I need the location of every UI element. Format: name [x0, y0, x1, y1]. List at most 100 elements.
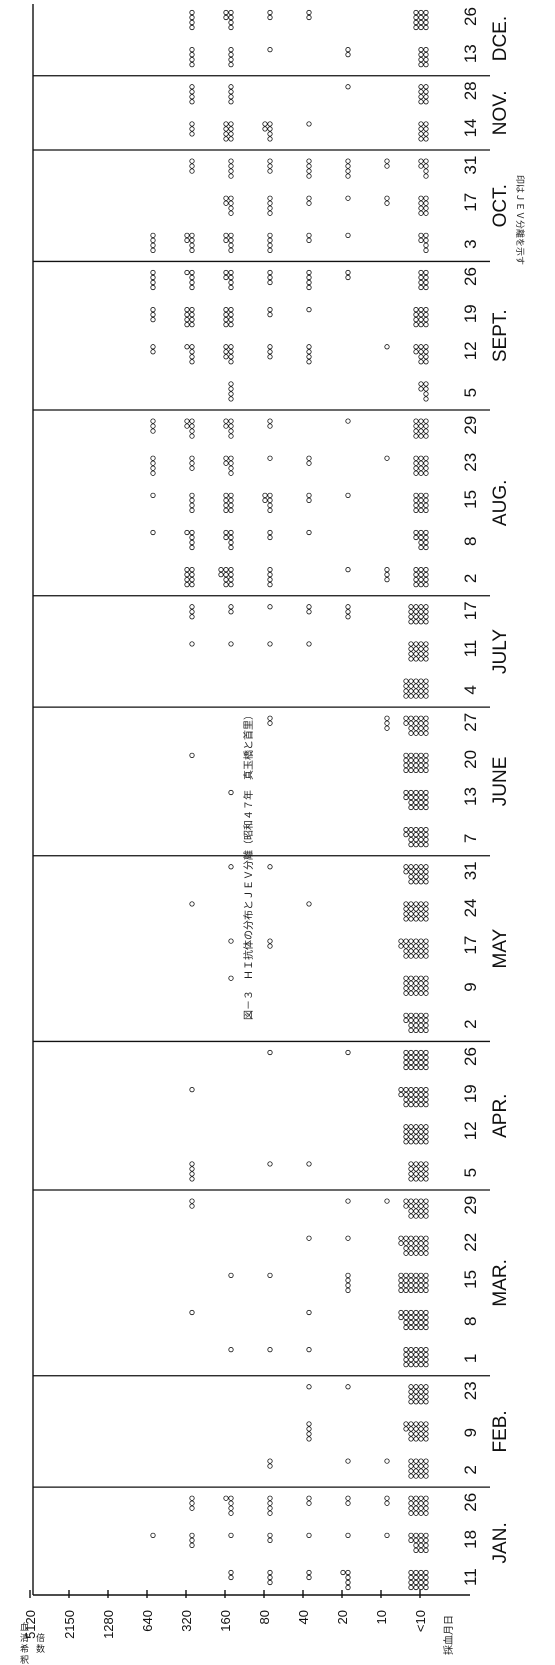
titer-dot: [413, 604, 419, 610]
titer-dot: [228, 1532, 234, 1538]
date-tick-label: 24: [461, 899, 480, 918]
titer-dot: [189, 1532, 195, 1538]
titer-dot: [408, 614, 414, 620]
titer-dot: [228, 502, 234, 508]
titer-dot: [267, 126, 273, 132]
date-tick-label: 28: [461, 81, 480, 100]
titer-dot: [418, 1569, 424, 1576]
titer-dot: [423, 1532, 429, 1538]
titer-dot: [267, 1569, 273, 1576]
titer-dot: [408, 1463, 414, 1469]
titer-dot: [403, 916, 409, 922]
titer-dot: [423, 173, 429, 179]
titer-dot: [408, 1584, 414, 1591]
titer-dot: [184, 307, 190, 313]
titer-dot: [423, 1064, 429, 1071]
titer-dot: [403, 1250, 409, 1256]
titer-dot: [345, 269, 351, 276]
titer-dot: [228, 1569, 234, 1576]
titer-dot: [418, 864, 424, 870]
titer-dot: [403, 752, 409, 758]
titer-dot: [228, 121, 234, 127]
titer-dot: [418, 614, 424, 620]
month-label: OCT.: [490, 184, 511, 227]
titer-dot: [228, 312, 234, 318]
titer-dot: [398, 1282, 404, 1288]
month-label: NOV.: [490, 90, 511, 135]
titer-dot: [223, 455, 229, 461]
titer-dot: [403, 1012, 409, 1018]
titer-dot: [267, 47, 273, 53]
titer-dot: [418, 428, 424, 434]
titer-dot: [413, 767, 419, 773]
titer-dot: [408, 990, 414, 996]
titer-dot: [189, 322, 195, 328]
titer-dot: [408, 1510, 414, 1516]
titer-dot: [423, 1547, 429, 1553]
titer-dot: [413, 1139, 419, 1145]
titer-dot: [418, 354, 424, 360]
titer-dot: [423, 89, 429, 95]
titer-dot: [306, 195, 312, 201]
titer-dot: [418, 62, 424, 68]
date-tick-label: 19: [461, 304, 480, 323]
titer-dot: [267, 232, 273, 238]
y-tick-label: 640: [140, 1610, 155, 1632]
titer-dot: [423, 837, 429, 843]
titer-dot: [413, 1092, 419, 1098]
titer-dot: [423, 544, 429, 551]
titer-dot: [228, 1510, 234, 1516]
titer-dot: [262, 497, 268, 503]
titer-dot: [267, 943, 273, 949]
titer-dot: [189, 572, 195, 578]
titer-dot: [423, 344, 429, 350]
titer-dot: [189, 1495, 195, 1501]
titer-dot: [398, 1314, 404, 1321]
titer-dot: [423, 1102, 429, 1108]
jev-isolation-note: 印はＪＥＶ分離を示す: [514, 175, 526, 265]
titer-dot: [423, 1139, 429, 1145]
titer-dot: [413, 725, 419, 731]
titer-dot: [413, 651, 419, 657]
titer-dot: [408, 1087, 414, 1093]
date-tick-label: 1: [461, 1354, 480, 1363]
titer-dot: [418, 985, 424, 991]
titer-dot: [218, 567, 224, 573]
titer-dot: [403, 832, 409, 838]
titer-dot: [413, 906, 419, 912]
titer-dot: [418, 158, 424, 164]
titer-dot: [306, 168, 312, 174]
titer-dot: [418, 52, 424, 58]
titer-dot: [418, 975, 424, 981]
titer-dot: [408, 1027, 414, 1033]
titer-dot: [423, 1235, 429, 1241]
titer-dot: [418, 455, 424, 461]
titer-dot: [228, 99, 234, 105]
titer-dot: [413, 1426, 419, 1432]
titer-dot: [306, 163, 312, 169]
titer-dot: [413, 1022, 419, 1028]
titer-dot: [423, 428, 429, 434]
titer-dot: [408, 1012, 414, 1018]
titer-dot: [418, 715, 424, 721]
titer-dot: [408, 715, 414, 721]
titer-dot: [306, 1421, 312, 1427]
titer-dot: [408, 1049, 414, 1056]
titer-dot: [413, 567, 419, 573]
titer-dot: [413, 864, 419, 870]
titer-dot: [267, 247, 273, 253]
month-label: AUG.: [490, 480, 511, 526]
titer-dot: [189, 582, 195, 588]
titer-dot: [189, 1500, 195, 1506]
titer-dot: [423, 975, 429, 981]
titer-dot: [408, 604, 414, 610]
titer-dot: [150, 1532, 156, 1538]
titer-dot: [418, 874, 424, 880]
titer-dot: [189, 168, 195, 174]
y-axis-label-char: 清: [20, 1632, 29, 1644]
titer-dot: [423, 200, 429, 206]
titer-dot: [423, 242, 429, 248]
titer-dot: [189, 19, 195, 26]
titer-dot: [408, 804, 414, 811]
titer-dot: [413, 614, 419, 620]
